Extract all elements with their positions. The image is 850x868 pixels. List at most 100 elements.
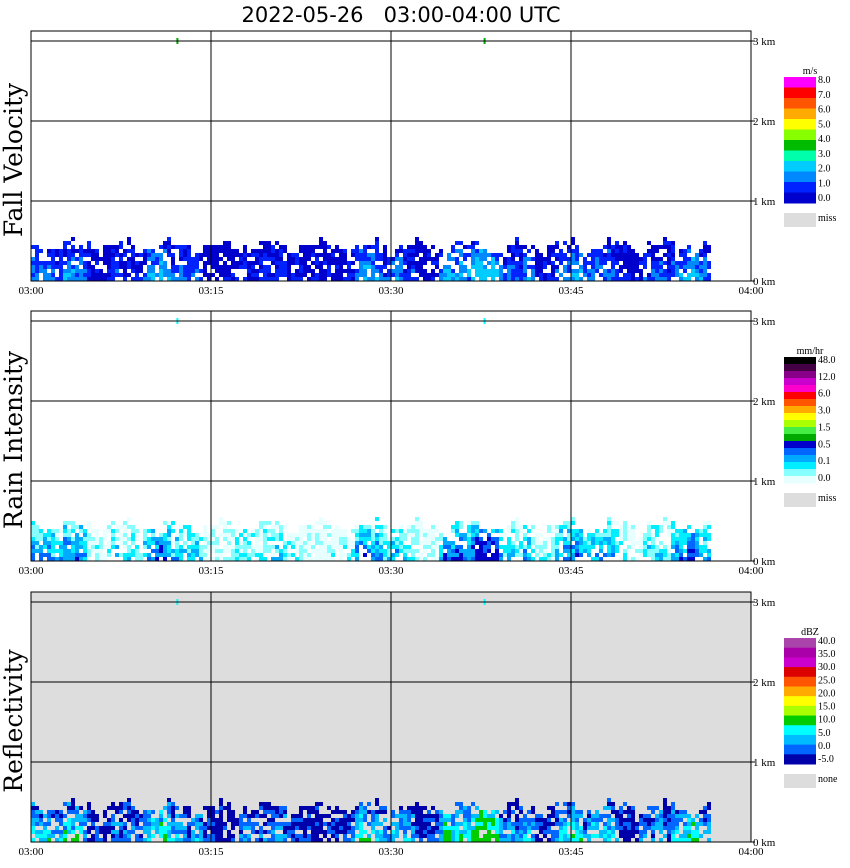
heatmap-cell xyxy=(675,533,679,537)
heatmap-cell xyxy=(143,822,147,826)
heatmap-cell xyxy=(259,545,263,549)
heatmap-cell xyxy=(591,249,595,253)
heatmap-cell xyxy=(319,517,323,521)
heatmap-cell xyxy=(591,265,595,269)
heatmap-cell xyxy=(571,822,575,826)
heatmap-cell xyxy=(607,521,611,525)
heatmap-cell xyxy=(267,521,271,525)
heatmap-cell xyxy=(287,269,291,273)
heatmap-cell xyxy=(51,277,55,281)
legend-missing-label: miss xyxy=(818,213,836,224)
heatmap-cell xyxy=(299,525,303,529)
heatmap-cell xyxy=(399,269,403,273)
heatmap-cell xyxy=(407,529,411,533)
heatmap-cell xyxy=(175,541,179,545)
heatmap-cell xyxy=(587,529,591,533)
heatmap-cell xyxy=(291,261,295,265)
heatmap-cell xyxy=(519,545,523,549)
heatmap-cell xyxy=(83,557,87,561)
heatmap-cell xyxy=(563,826,567,830)
heatmap-cell xyxy=(571,261,575,265)
heatmap-cell xyxy=(459,549,463,553)
heatmap-cell xyxy=(379,533,383,537)
heatmap-cell xyxy=(207,838,211,842)
heatmap-cell xyxy=(147,545,151,549)
heatmap-cell xyxy=(127,798,131,802)
legend-swatch xyxy=(784,476,816,484)
heatmap-cell xyxy=(479,265,483,269)
heatmap-cell xyxy=(223,545,227,549)
heatmap-cell xyxy=(299,806,303,810)
heatmap-cell xyxy=(599,249,603,253)
heatmap-cell xyxy=(611,521,615,525)
heatmap-cell xyxy=(211,253,215,257)
heatmap-cell xyxy=(687,822,691,826)
heatmap-cell xyxy=(359,529,363,533)
heatmap-cell xyxy=(367,810,371,814)
heatmap-cell xyxy=(627,529,631,533)
heatmap-cell xyxy=(263,533,267,537)
heatmap-cell xyxy=(551,810,555,814)
heatmap-cell xyxy=(623,265,627,269)
heatmap-cell xyxy=(131,269,135,273)
heatmap-cell xyxy=(323,814,327,818)
heatmap-cell xyxy=(419,838,423,842)
heatmap-cell xyxy=(331,257,335,261)
heatmap-cell xyxy=(47,553,51,557)
heatmap-cell xyxy=(387,273,391,277)
heatmap-cell xyxy=(587,533,591,537)
heatmap-cell xyxy=(311,249,315,253)
legend-missing-label: miss xyxy=(818,493,836,504)
heatmap-cell xyxy=(55,818,59,822)
heatmap-cell xyxy=(263,545,267,549)
heatmap-cell xyxy=(51,269,55,273)
heatmap-cell xyxy=(31,525,35,529)
heatmap-cell xyxy=(707,818,711,822)
heatmap-cell xyxy=(323,830,327,834)
heatmap-cell xyxy=(575,261,579,265)
heatmap-cell xyxy=(279,269,283,273)
heatmap-cell xyxy=(559,553,563,557)
heatmap-cell xyxy=(331,810,335,814)
heatmap-cell xyxy=(267,249,271,253)
heatmap-cell xyxy=(631,830,635,834)
heatmap-cell xyxy=(103,830,107,834)
heatmap-cell xyxy=(163,806,167,810)
heatmap-cell xyxy=(67,818,71,822)
heatmap-cell xyxy=(607,517,611,521)
heatmap-cell xyxy=(307,533,311,537)
legend-swatch xyxy=(784,371,816,379)
heatmap-cell xyxy=(459,834,463,838)
heatmap-cell xyxy=(463,557,467,561)
heatmap-cell xyxy=(543,834,547,838)
heatmap-cell xyxy=(627,253,631,257)
heatmap-cell xyxy=(279,810,283,814)
heatmap-cell xyxy=(119,541,123,545)
heatmap-cell xyxy=(151,537,155,541)
heatmap-cell xyxy=(87,830,91,834)
heatmap-cell xyxy=(255,257,259,261)
heatmap-cell xyxy=(275,277,279,281)
heatmap-cell xyxy=(263,806,267,810)
heatmap-cell xyxy=(571,814,575,818)
heatmap-cell xyxy=(295,549,299,553)
heatmap-cell xyxy=(167,810,171,814)
heatmap-cell xyxy=(299,553,303,557)
heatmap-cell xyxy=(703,261,707,265)
heatmap-cell xyxy=(239,533,243,537)
heatmap-cell xyxy=(279,261,283,265)
heatmap-cell xyxy=(31,822,35,826)
heatmap-cell xyxy=(203,533,207,537)
heatmap-cell xyxy=(671,257,675,261)
heatmap-cell xyxy=(67,557,71,561)
heatmap-cell xyxy=(171,521,175,525)
heatmap-cell xyxy=(535,838,539,842)
heatmap-cell xyxy=(203,838,207,842)
heatmap-cell xyxy=(523,814,527,818)
heatmap-cell xyxy=(71,822,75,826)
heatmap-cell xyxy=(415,521,419,525)
heatmap-cell xyxy=(263,257,267,261)
heatmap-cell xyxy=(75,838,79,842)
heatmap-cell xyxy=(55,529,59,533)
heatmap-cell xyxy=(615,245,619,249)
